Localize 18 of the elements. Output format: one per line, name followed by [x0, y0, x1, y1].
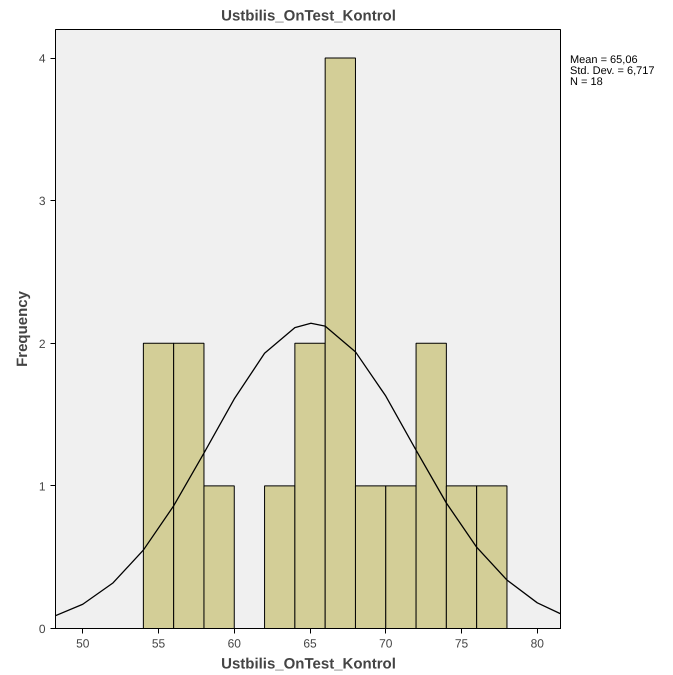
y-tick-label: 1: [38, 479, 46, 494]
y-tick-label: 3: [38, 194, 46, 208]
x-tick-label: 75: [454, 636, 469, 650]
y-axis-title: Frequency: [14, 290, 31, 367]
y-tick-label: 0: [38, 622, 46, 636]
x-axis-title: Ustbilis_OnTest_Kontrol: [221, 656, 396, 672]
text: Mean = 65,06: [570, 54, 638, 66]
x-tick-label: 55: [152, 636, 166, 650]
x-tick-label: 50: [76, 636, 90, 650]
x-tick-label: 70: [379, 636, 393, 650]
x-tick-label: 80: [530, 636, 544, 650]
chart-title: Ustbilis_OnTest_Kontrol: [221, 8, 396, 24]
y-tick-label: 4: [38, 52, 46, 66]
y-tick-label: 2: [38, 336, 46, 351]
x-tick-label: 65: [303, 636, 318, 650]
text: Std. Dev. = 6,717: [570, 65, 654, 77]
text: N = 18: [570, 76, 603, 88]
x-tick-label: 60: [228, 636, 242, 650]
